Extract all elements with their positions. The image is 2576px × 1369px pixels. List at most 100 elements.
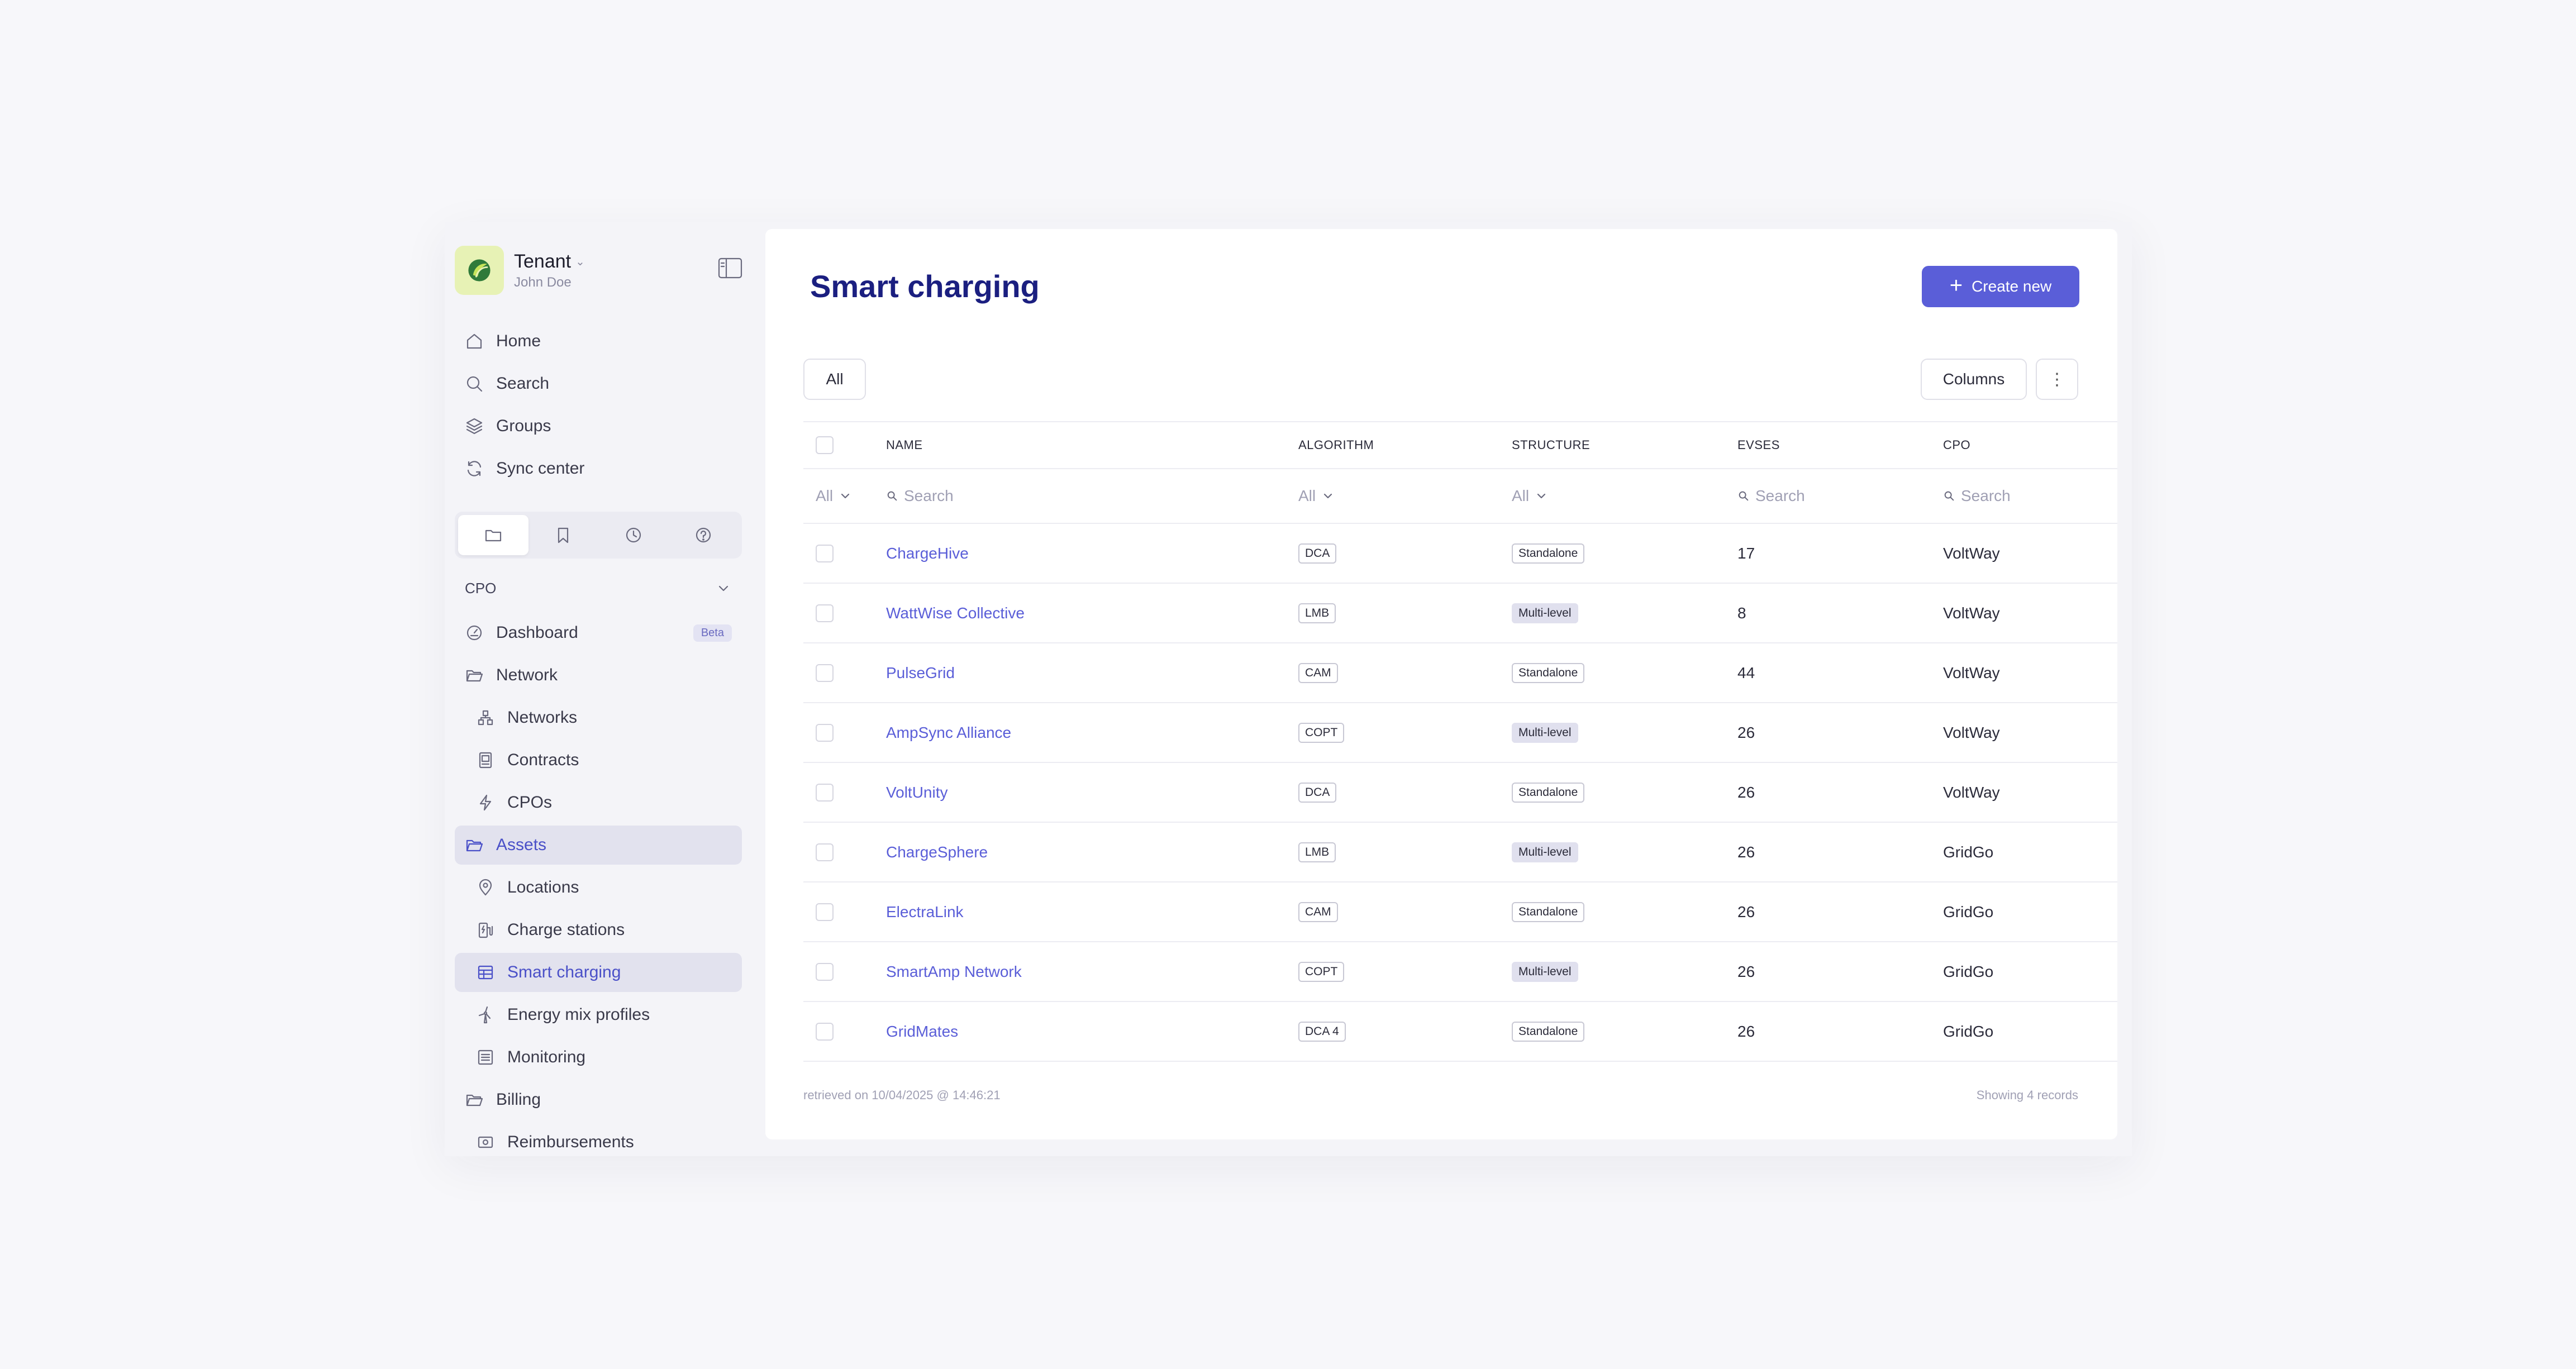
nav-energy-mix[interactable]: Energy mix profiles xyxy=(455,995,742,1034)
algorithm-tag: CAM xyxy=(1298,901,1338,922)
table-row[interactable]: ChargeSphere LMB Multi-level 26 GridGo xyxy=(803,823,2117,883)
evses-value: 8 xyxy=(1737,604,1746,622)
search-icon xyxy=(1944,491,1954,501)
columns-button[interactable]: Columns xyxy=(1921,359,2027,400)
table-row[interactable]: ChargeHive DCA Standalone 17 VoltWay xyxy=(803,524,2117,584)
row-name-link[interactable]: ChargeHive xyxy=(886,544,969,562)
top-nav: Home Search Groups Sync center xyxy=(455,322,742,492)
tab-help[interactable] xyxy=(669,515,739,555)
algorithm-tag: LMB xyxy=(1298,842,1336,862)
row-checkbox[interactable] xyxy=(816,1022,834,1041)
nav-cpos[interactable]: CPOs xyxy=(455,783,742,822)
sidebar-toggle-icon[interactable] xyxy=(717,257,743,279)
nav-charge-stations[interactable]: Charge stations xyxy=(455,910,742,950)
row-name-link[interactable]: PulseGrid xyxy=(886,664,955,681)
section-cpo[interactable]: CPO xyxy=(465,580,732,597)
header-algorithm[interactable]: ALGORITHM xyxy=(1298,438,1374,452)
header-evses[interactable]: EVSES xyxy=(1737,438,1780,452)
bookmark-icon xyxy=(558,527,569,543)
nav-search-label: Search xyxy=(496,374,550,393)
nav-home[interactable]: Home xyxy=(455,322,742,361)
row-checkbox[interactable] xyxy=(816,843,834,861)
nav-smart-charging[interactable]: Smart charging xyxy=(455,953,742,992)
nav-groups[interactable]: Groups xyxy=(455,407,742,446)
main-panel: Smart charging + Create new All Columns … xyxy=(765,229,2117,1139)
nav-dashboard-label: Dashboard xyxy=(496,623,578,642)
filter-all-label: All xyxy=(816,487,834,504)
evses-value: 17 xyxy=(1737,544,1755,562)
row-checkbox[interactable] xyxy=(816,723,834,742)
row-checkbox[interactable] xyxy=(816,544,834,562)
nav-search[interactable]: Search xyxy=(455,364,742,403)
cpo-search-input[interactable]: Search xyxy=(1943,469,2011,523)
structure-tag: Standalone xyxy=(1512,901,1585,922)
nav-networks[interactable]: Networks xyxy=(455,698,742,737)
row-name-link[interactable]: ChargeSphere xyxy=(886,843,988,861)
row-checkbox[interactable] xyxy=(816,664,834,682)
row-checkbox[interactable] xyxy=(816,783,834,802)
name-search-input[interactable]: Search xyxy=(886,469,954,523)
row-checkbox[interactable] xyxy=(816,903,834,921)
nav-billing-folder[interactable]: Billing xyxy=(455,1080,742,1119)
table-row[interactable]: GridMates DCA 4 Standalone 26 GridGo xyxy=(803,1002,2117,1062)
table-row[interactable]: SmartAmp Network COPT Multi-level 26 GridGo xyxy=(803,942,2117,1002)
row-name-link[interactable]: WattWise Collective xyxy=(886,604,1025,622)
cpo-value: VoltWay xyxy=(1943,544,2000,562)
charging-station-icon xyxy=(478,922,493,938)
more-options-icon[interactable]: ⋮ xyxy=(2036,359,2078,400)
filter-select-dropdown[interactable]: All xyxy=(816,469,852,523)
evses-value: 26 xyxy=(1737,1022,1755,1040)
evses-value: 26 xyxy=(1737,903,1755,920)
table-row[interactable]: ElectraLink CAM Standalone 26 GridGo xyxy=(803,883,2117,942)
create-new-button[interactable]: + Create new xyxy=(1922,266,2079,307)
row-name-link[interactable]: AmpSync Alliance xyxy=(886,723,1012,741)
algorithm-filter-label: All xyxy=(1298,487,1316,504)
select-all-checkbox[interactable] xyxy=(816,436,834,454)
search-icon xyxy=(466,376,483,392)
row-checkbox[interactable] xyxy=(816,604,834,622)
nav-reimbursements[interactable]: Reimbursements xyxy=(455,1123,742,1156)
tab-folders[interactable] xyxy=(458,515,528,555)
nav-sync-center[interactable]: Sync center xyxy=(455,449,742,488)
nav-dashboard[interactable]: Dashboard Beta xyxy=(455,613,742,652)
records-count: Showing 4 records xyxy=(1976,1088,2078,1102)
filter-chip-all[interactable]: All xyxy=(803,359,866,400)
algorithm-filter-dropdown[interactable]: All xyxy=(1298,469,1335,523)
nav-network-folder[interactable]: Network xyxy=(455,656,742,695)
row-name-link[interactable]: GridMates xyxy=(886,1022,959,1040)
structure-filter-label: All xyxy=(1512,487,1530,504)
header-cpo[interactable]: CPO xyxy=(1943,438,1971,452)
nav-reimbursements-label: Reimbursements xyxy=(507,1133,634,1151)
structure-filter-dropdown[interactable]: All xyxy=(1512,469,1548,523)
row-checkbox[interactable] xyxy=(816,962,834,981)
nav-cpos-label: CPOs xyxy=(507,793,553,812)
table-row[interactable]: WattWise Collective LMB Multi-level 8 VoltWa… xyxy=(803,584,2117,643)
tenant-switcher[interactable]: Tenant ⌄ John Doe xyxy=(455,246,585,295)
structure-tag: Multi-level xyxy=(1512,603,1578,623)
evses-value: 26 xyxy=(1737,962,1755,980)
nav-smart-charging-label: Smart charging xyxy=(507,963,621,981)
nav-locations[interactable]: Locations xyxy=(455,868,742,907)
row-name-link[interactable]: ElectraLink xyxy=(886,903,964,920)
tab-bookmarks[interactable] xyxy=(528,515,599,555)
cpo-value: VoltWay xyxy=(1943,664,2000,681)
wind-turbine-icon xyxy=(478,1006,491,1024)
sidebar-tabs xyxy=(455,512,742,559)
nav-monitoring[interactable]: Monitoring xyxy=(455,1038,742,1077)
row-name-link[interactable]: VoltUnity xyxy=(886,783,948,801)
cpo-search-placeholder: Search xyxy=(1961,487,2011,504)
table-icon xyxy=(478,965,493,980)
nav-assets-folder[interactable]: Assets xyxy=(455,826,742,865)
cpo-value: GridGo xyxy=(1943,962,1994,980)
algorithm-tag: COPT xyxy=(1298,961,1345,982)
header-name[interactable]: NAME xyxy=(886,438,923,452)
row-name-link[interactable]: SmartAmp Network xyxy=(886,962,1022,980)
table-row[interactable]: VoltUnity DCA Standalone 26 VoltWay xyxy=(803,763,2117,823)
beta-badge: Beta xyxy=(693,624,732,642)
table-row[interactable]: AmpSync Alliance COPT Multi-level 26 VoltWay xyxy=(803,703,2117,763)
header-structure[interactable]: STRUCTURE xyxy=(1512,438,1591,452)
tab-history[interactable] xyxy=(598,515,669,555)
table-row[interactable]: PulseGrid CAM Standalone 44 VoltWay xyxy=(803,643,2117,703)
nav-contracts[interactable]: Contracts xyxy=(455,741,742,780)
evses-search-input[interactable]: Search xyxy=(1737,469,1805,523)
